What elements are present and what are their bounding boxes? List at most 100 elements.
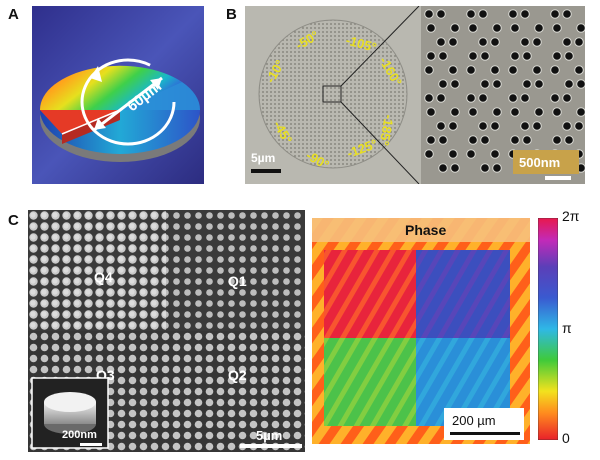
sem-hole [532,37,542,47]
sem-hole [534,23,544,33]
sem-hole [532,65,542,75]
sem-hole [478,9,488,19]
sem-hole [480,79,490,89]
sem-hole [562,121,572,131]
sem-hole [438,51,448,61]
phase-region-q1 [416,250,510,338]
sem-hole [450,23,460,33]
phase-title: Phase [405,222,446,238]
sem-hole [492,107,502,117]
sem-hole [490,37,500,47]
panel-c-sem: Q4 Q1 Q3 Q2 200nm 5µm [28,210,305,452]
sem-hole [520,37,530,47]
sem-hole [424,9,434,19]
sem-hole [520,121,530,131]
sem-hole [534,79,544,89]
sem-hole [574,121,584,131]
sem-hole [532,121,542,131]
sem-hole [426,51,436,61]
sem-hole [436,9,446,19]
scale-bar [240,444,302,448]
sem-hole [522,51,532,61]
sem-hole [520,93,530,103]
inset-scale-bar [80,443,102,446]
sem-hole [510,135,520,145]
scale-label: 5µm [256,428,282,443]
phase-scale-bar [450,432,520,435]
inset-pillar-image [31,377,109,449]
sem-hole [478,37,488,47]
colorbar-tick-mid: π [562,320,572,336]
sem-hole [576,107,585,117]
sem-hole [448,65,458,75]
sem-hole [576,79,585,89]
sem-hole [534,107,544,117]
sem-hole [438,79,448,89]
sem-hole [492,23,502,33]
sem-hole [562,93,572,103]
sem-hole [426,23,436,33]
sem-hole [508,93,518,103]
sem-hole [448,121,458,131]
panel-label-a: A [8,6,19,23]
sem-hole [564,135,574,145]
sem-hole [468,23,478,33]
sem-hole [436,93,446,103]
sem-hole [450,107,460,117]
phase-map: Phase 200 µm [312,218,530,444]
sem-hole [436,121,446,131]
angle-label: -185° [377,113,397,146]
sem-hole [468,107,478,117]
sem-hole [468,135,478,145]
sem-hole [552,51,562,61]
sem-hole [490,121,500,131]
sem-hole [550,9,560,19]
sem-hole [450,79,460,89]
sem-hole [448,149,458,159]
sem-hole [450,163,460,173]
sem-hole [552,23,562,33]
inset-scale-label: 200nm [62,429,97,441]
sem-hole [480,51,490,61]
scale-label-right: 500nm [519,155,560,170]
zoom-sem-image [421,6,585,184]
sem-hole [480,135,490,145]
sem-hole [510,51,520,61]
sem-hole [448,37,458,47]
sem-hole [508,65,518,75]
quadrant-label-q1: Q1 [228,273,247,289]
scale-label-left: 5µm [251,151,275,165]
sem-hole [492,79,502,89]
sem-hole [508,9,518,19]
phase-region-q3 [324,338,416,426]
colorbar-tick-bottom: 0 [562,430,570,446]
sem-hole [426,135,436,145]
sem-hole [564,51,574,61]
panel-label-c: C [8,212,19,229]
sem-hole [466,93,476,103]
sem-hole [478,121,488,131]
sem-hole [522,135,532,145]
sem-hole [520,9,530,19]
sem-hole [480,163,490,173]
colorbar-tick-top: 2π [562,208,580,224]
sem-hole [550,93,560,103]
sem-hole [510,107,520,117]
sem-hole [466,65,476,75]
panel-a-disk-render: 60µm [32,6,204,184]
sem-hole [436,37,446,47]
panel-b-sem: -10° -50° -105° -160° -185° -125° -90° -… [245,6,585,184]
sem-hole [492,163,502,173]
sem-hole [424,149,434,159]
scale-label-box [513,150,579,174]
sem-hole [564,79,574,89]
sem-hole [438,163,448,173]
sem-hole [562,37,572,47]
sem-hole [552,107,562,117]
phase-region-q4 [324,250,416,338]
sem-hole [426,107,436,117]
sem-hole [550,65,560,75]
sem-hole [574,37,584,47]
sem-hole [510,23,520,33]
